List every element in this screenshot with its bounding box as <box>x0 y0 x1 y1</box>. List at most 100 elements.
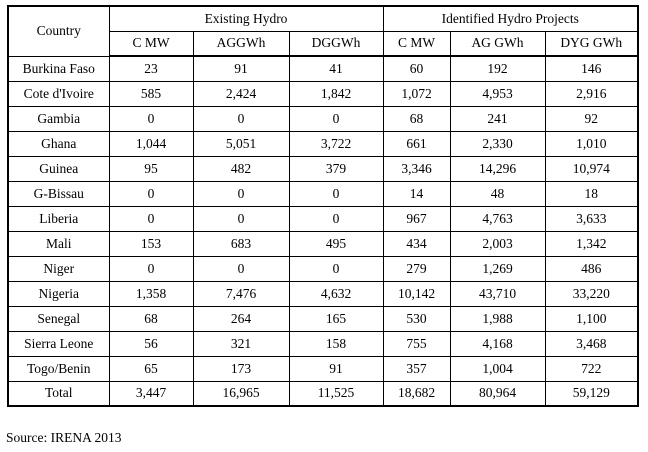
value-cell: 1,358 <box>108 280 194 307</box>
value-cell: 3,346 <box>382 155 451 182</box>
value-cell: 91 <box>192 55 290 82</box>
total-value-cell: 80,964 <box>449 380 546 407</box>
value-cell: 683 <box>192 230 290 257</box>
header-identified-aggwh: AG GWh <box>449 30 546 57</box>
table-row-guinea: Guinea 95 482 379 3,346 14,296 10,974 <box>7 155 639 182</box>
hydro-data-table: Country Existing Hydro Identified Hydro … <box>7 5 639 407</box>
value-cell: 0 <box>288 205 384 232</box>
country-cell: Gambia <box>7 105 110 132</box>
table-row-nigeria: Nigeria 1,358 7,476 4,632 10,142 43,710 … <box>7 280 639 307</box>
value-cell: 60 <box>382 55 451 82</box>
value-cell: 486 <box>544 255 639 282</box>
value-cell: 41 <box>288 55 384 82</box>
value-cell: 722 <box>544 355 639 382</box>
value-cell: 23 <box>108 55 194 82</box>
value-cell: 92 <box>544 105 639 132</box>
country-cell: Sierra Leone <box>7 330 110 357</box>
value-cell: 482 <box>192 155 290 182</box>
value-cell: 0 <box>108 180 194 207</box>
table-row-ghana: Ghana 1,044 5,051 3,722 661 2,330 1,010 <box>7 130 639 157</box>
table-row-burkina-faso: Burkina Faso 23 91 41 60 192 146 <box>7 55 639 82</box>
total-value-cell: 59,129 <box>544 380 639 407</box>
value-cell: 192 <box>449 55 546 82</box>
value-cell: 7,476 <box>192 280 290 307</box>
total-value-cell: 18,682 <box>382 380 451 407</box>
value-cell: 56 <box>108 330 194 357</box>
table-row-sierra-leone: Sierra Leone 56 321 158 755 4,168 3,468 <box>7 330 639 357</box>
value-cell: 2,003 <box>449 230 546 257</box>
country-cell: Nigeria <box>7 280 110 307</box>
country-cell: Cote d'Ivoire <box>7 80 110 107</box>
value-cell: 0 <box>108 205 194 232</box>
country-cell: Liberia <box>7 205 110 232</box>
value-cell: 65 <box>108 355 194 382</box>
value-cell: 1,269 <box>449 255 546 282</box>
value-cell: 165 <box>288 305 384 332</box>
value-cell: 2,916 <box>544 80 639 107</box>
value-cell: 95 <box>108 155 194 182</box>
header-identified-hydro: Identified Hydro Projects <box>382 5 639 32</box>
value-cell: 3,468 <box>544 330 639 357</box>
country-cell: Burkina Faso <box>7 55 110 82</box>
value-cell: 530 <box>382 305 451 332</box>
value-cell: 0 <box>192 180 290 207</box>
value-cell: 4,168 <box>449 330 546 357</box>
value-cell: 1,842 <box>288 80 384 107</box>
value-cell: 33,220 <box>544 280 639 307</box>
header-identified-cmw: C MW <box>382 30 451 57</box>
total-value-cell: 11,525 <box>288 380 384 407</box>
value-cell: 1,004 <box>449 355 546 382</box>
value-cell: 68 <box>108 305 194 332</box>
header-country: Country <box>7 5 110 57</box>
value-cell: 1,988 <box>449 305 546 332</box>
value-cell: 10,142 <box>382 280 451 307</box>
value-cell: 1,100 <box>544 305 639 332</box>
table-row-gambia: Gambia 0 0 0 68 241 92 <box>7 105 639 132</box>
table-row-cote-divoire: Cote d'Ivoire 585 2,424 1,842 1,072 4,95… <box>7 80 639 107</box>
value-cell: 0 <box>288 105 384 132</box>
value-cell: 68 <box>382 105 451 132</box>
value-cell: 10,974 <box>544 155 639 182</box>
header-group-row: Country Existing Hydro Identified Hydro … <box>7 5 639 57</box>
value-cell: 1,342 <box>544 230 639 257</box>
value-cell: 321 <box>192 330 290 357</box>
value-cell: 4,763 <box>449 205 546 232</box>
country-cell: Guinea <box>7 155 110 182</box>
value-cell: 379 <box>288 155 384 182</box>
table-row-liberia: Liberia 0 0 0 967 4,763 3,633 <box>7 205 639 232</box>
value-cell: 14,296 <box>449 155 546 182</box>
value-cell: 43,710 <box>449 280 546 307</box>
value-cell: 0 <box>108 255 194 282</box>
value-cell: 585 <box>108 80 194 107</box>
value-cell: 2,330 <box>449 130 546 157</box>
header-sub-row: C MW AGGWh DGGWh C MW AG GWh DYG GWh <box>8 30 639 57</box>
total-value-cell: 16,965 <box>192 380 290 407</box>
value-cell: 967 <box>382 205 451 232</box>
value-cell: 0 <box>192 205 290 232</box>
value-cell: 0 <box>288 180 384 207</box>
value-cell: 0 <box>108 105 194 132</box>
value-cell: 0 <box>288 255 384 282</box>
value-cell: 3,633 <box>544 205 639 232</box>
table-row-niger: Niger 0 0 0 279 1,269 486 <box>7 255 639 282</box>
value-cell: 1,010 <box>544 130 639 157</box>
value-cell: 241 <box>449 105 546 132</box>
header-existing-dggwh: DGGWh <box>288 30 384 57</box>
value-cell: 755 <box>382 330 451 357</box>
value-cell: 495 <box>288 230 384 257</box>
total-value-cell: 3,447 <box>108 380 194 407</box>
value-cell: 14 <box>382 180 451 207</box>
value-cell: 1,072 <box>382 80 451 107</box>
table-row-senegal: Senegal 68 264 165 530 1,988 1,100 <box>7 305 639 332</box>
value-cell: 0 <box>192 105 290 132</box>
value-cell: 2,424 <box>192 80 290 107</box>
hydro-table-container: Country Existing Hydro Identified Hydro … <box>7 5 639 407</box>
value-cell: 5,051 <box>192 130 290 157</box>
value-cell: 661 <box>382 130 451 157</box>
header-identified-dyggwh: DYG GWh <box>544 30 639 57</box>
value-cell: 3,722 <box>288 130 384 157</box>
header-existing-aggwh: AGGWh <box>192 30 290 57</box>
value-cell: 1,044 <box>108 130 194 157</box>
source-note: Source: IRENA 2013 <box>6 430 122 445</box>
